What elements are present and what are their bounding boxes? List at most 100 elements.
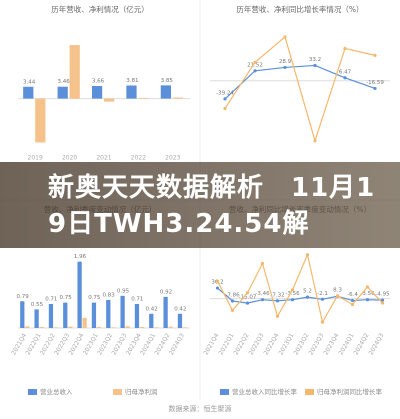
value-label: 8.3	[333, 288, 342, 294]
legend-swatch	[113, 389, 122, 395]
bar	[139, 326, 145, 328]
value-label: -16.59	[366, 80, 384, 86]
point	[380, 298, 385, 302]
bar	[96, 326, 102, 328]
point	[275, 299, 280, 303]
point	[290, 288, 295, 292]
value-label: 33.2	[309, 57, 321, 63]
bar	[172, 97, 184, 99]
value-label: 3.44	[23, 79, 36, 85]
value-label: 0.55	[31, 302, 44, 308]
point	[320, 320, 325, 324]
bar	[104, 98, 115, 102]
legend-label: 营业总收入同比增长率	[232, 387, 298, 396]
bar	[35, 98, 46, 143]
point	[223, 106, 227, 111]
point	[260, 261, 265, 266]
bar	[23, 86, 34, 99]
bar	[111, 327, 116, 328]
line	[216, 252, 383, 324]
value-label: 21.52	[247, 62, 263, 68]
point	[223, 97, 227, 101]
value-label: -7.32	[270, 292, 284, 298]
line	[217, 287, 383, 304]
legend-label: 归母净利润同比增长率	[317, 387, 383, 396]
value-label: -3.46	[255, 291, 270, 297]
value-label: -6.4	[347, 292, 358, 298]
bar	[25, 326, 30, 328]
value-label: 0.95	[117, 288, 130, 294]
bar	[68, 326, 73, 328]
point	[335, 294, 340, 298]
bar	[149, 313, 154, 328]
point	[260, 298, 265, 302]
bar	[182, 327, 188, 328]
bar	[154, 327, 159, 328]
point	[283, 65, 287, 70]
value-label: 0.42	[174, 306, 186, 312]
value-label: 1.96	[74, 254, 87, 260]
point	[365, 285, 370, 289]
bar	[91, 302, 97, 328]
bar	[177, 313, 183, 328]
bar	[20, 301, 25, 328]
value-label: 0.75	[88, 295, 101, 301]
x-tick-label: 2023	[165, 155, 180, 162]
value-label: 0.71	[45, 296, 57, 302]
bar	[106, 299, 111, 328]
value-label: 3.46	[57, 79, 70, 85]
bar	[91, 86, 103, 99]
value-label: -3.56	[285, 291, 300, 297]
bar	[126, 85, 137, 99]
point	[350, 298, 355, 303]
legend-swatch	[305, 389, 314, 395]
point	[253, 69, 257, 73]
point	[313, 139, 317, 143]
value-label: 3.85	[161, 78, 174, 84]
point	[313, 63, 317, 68]
bar	[134, 303, 140, 328]
value-label: -4.95	[375, 292, 390, 298]
bar	[168, 326, 173, 328]
value-label: 6.47	[339, 69, 352, 75]
legend-swatch	[220, 389, 229, 395]
footer-source: 数据来源：恒生聚源	[169, 404, 232, 413]
bar	[34, 309, 39, 328]
value-label: 0.42	[146, 306, 158, 312]
bar	[120, 295, 125, 328]
point	[305, 253, 310, 257]
line	[224, 64, 376, 100]
x-tick-label: 2021	[96, 155, 111, 162]
banner-title: 新奥天天数据解析 11月19日TWH3.24.54解	[48, 173, 376, 239]
bar	[138, 97, 149, 99]
x-tick-label: 2022	[131, 155, 146, 162]
value-label: 0.79	[17, 294, 30, 300]
x-tick-label: 2020	[62, 155, 77, 162]
bar	[57, 86, 68, 99]
bar	[63, 302, 68, 328]
chart-title: 历年营收、净利同比增长率情况（%）	[236, 4, 363, 14]
value-label: 3.66	[92, 79, 105, 85]
legend-label: 归母净利润	[125, 387, 158, 396]
point	[215, 286, 220, 290]
value-label: 0.71	[131, 296, 143, 302]
value-label: -39.24	[216, 90, 234, 96]
value-label: 3.81	[126, 78, 138, 84]
bar	[48, 303, 54, 328]
point	[343, 46, 347, 51]
bar	[125, 326, 130, 328]
point	[305, 295, 310, 299]
value-label: 5.2	[303, 289, 312, 295]
chart-title: 历年营收、净利情况（亿元）	[51, 4, 149, 14]
point	[373, 53, 377, 57]
point	[275, 314, 280, 318]
point	[320, 297, 325, 301]
legend-swatch	[28, 389, 37, 395]
point	[343, 76, 347, 80]
point	[230, 299, 235, 303]
legend-label: 营业总收入	[40, 387, 73, 396]
value-label: -2.1	[317, 291, 328, 297]
point	[245, 291, 250, 295]
